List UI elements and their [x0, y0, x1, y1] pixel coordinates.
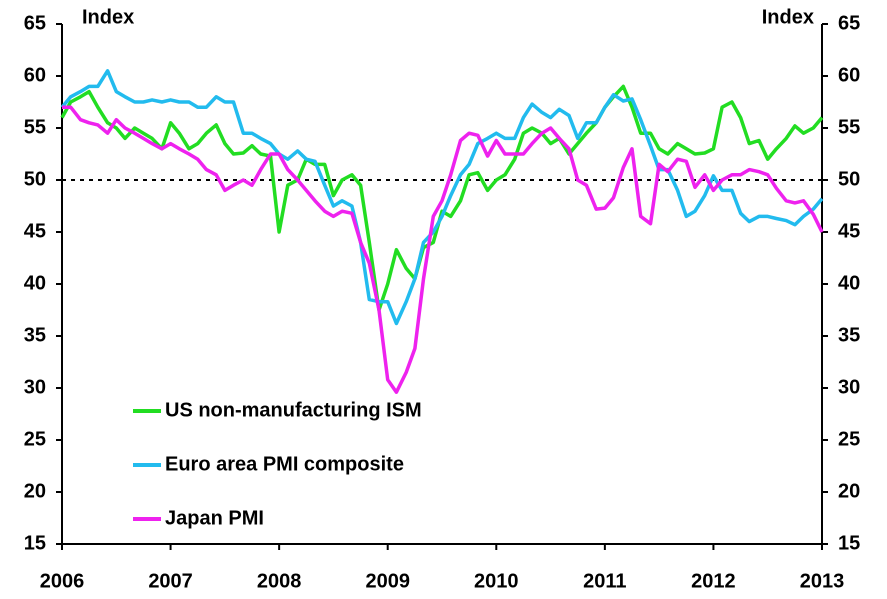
y-tick-label: 65 [24, 12, 46, 34]
y-tick-label: 15 [24, 532, 46, 554]
y-tick-label: 40 [24, 272, 46, 294]
y-axis-label: Index [82, 6, 134, 28]
y2-tick-label: 50 [838, 168, 860, 190]
x-tick-label: 2010 [474, 570, 519, 592]
y2-tick-label: 30 [838, 376, 860, 398]
x-tick-label: 2007 [148, 570, 193, 592]
legend-label: US non-manufacturing ISM [165, 399, 422, 421]
y-tick-label: 60 [24, 64, 46, 86]
y-tick-label: 30 [24, 376, 46, 398]
x-tick-label: 2006 [40, 570, 85, 592]
y2-axis-label: Index [762, 6, 814, 28]
series-line [60, 69, 824, 326]
y2-tick-label: 55 [838, 116, 860, 138]
y-tick-label: 55 [24, 116, 46, 138]
y2-tick-label: 35 [838, 324, 860, 346]
series-line [60, 84, 824, 312]
y-tick-label: 25 [24, 428, 46, 450]
x-tick-label: 2011 [583, 570, 626, 592]
y2-tick-label: 25 [838, 428, 860, 450]
y-tick-label: 20 [24, 480, 46, 502]
series-line [62, 105, 824, 394]
y2-tick-label: 40 [838, 272, 860, 294]
y-tick-label: 50 [24, 168, 46, 190]
y2-tick-label: 45 [838, 220, 860, 242]
y-tick-label: 35 [24, 324, 46, 346]
legend-label: Euro area PMI composite [165, 453, 404, 475]
x-tick-label: 2009 [365, 570, 410, 592]
y2-tick-label: 15 [838, 532, 860, 554]
y2-tick-label: 60 [838, 64, 860, 86]
y-tick-label: 45 [24, 220, 46, 242]
x-tick-label: 2008 [257, 570, 302, 592]
x-tick-label: 2013 [800, 570, 845, 592]
y2-tick-label: 20 [838, 480, 860, 502]
legend-label: Japan PMI [165, 507, 264, 529]
x-tick-label: 2012 [691, 570, 736, 592]
y2-tick-label: 65 [838, 12, 860, 34]
